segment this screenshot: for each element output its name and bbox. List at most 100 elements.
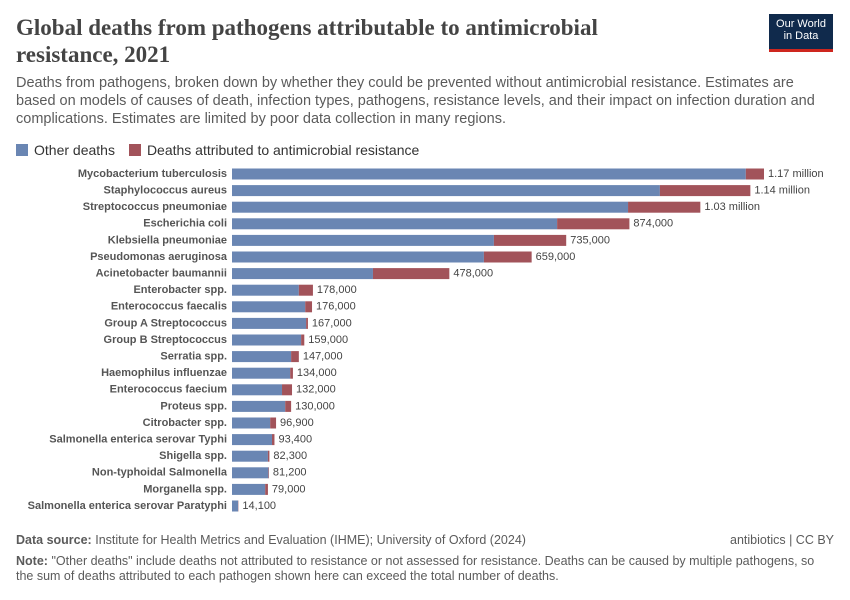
total-label: 478,000	[453, 268, 493, 280]
legend-swatch	[16, 144, 28, 156]
bar-segment	[290, 367, 293, 379]
category-label: Mycobacterium tuberculosis	[78, 168, 227, 180]
bar-segment	[232, 301, 306, 313]
category-label: Enterococcus faecalis	[111, 301, 227, 313]
bar-segment	[232, 384, 283, 396]
chart-subtitle: Deaths from pathogens, broken down by wh…	[16, 75, 815, 127]
logo-text: Our World	[776, 18, 826, 30]
bar-segment	[232, 417, 271, 429]
total-label: 1.14 million	[754, 185, 810, 197]
category-label: Acinetobacter baumannii	[96, 268, 227, 280]
chart: Mycobacterium tuberculosis 1.17 million St…	[28, 168, 824, 512]
bar-segment	[282, 384, 293, 396]
bar-segment	[232, 234, 494, 246]
bar-segment	[493, 234, 567, 246]
bar-segment	[232, 201, 629, 213]
bar-segment	[298, 284, 313, 296]
note-text: "Other deaths" include deaths not attrib…	[16, 554, 815, 583]
total-label: 14,100	[242, 500, 276, 512]
bar-segment	[306, 317, 308, 329]
bar-segment	[232, 218, 558, 230]
source-text: Institute for Health Metrics and Evaluat…	[95, 533, 526, 547]
bar-segment	[232, 500, 239, 512]
category-label: Non-typhoidal Salmonella	[92, 467, 228, 479]
category-label: Group B Streptococcus	[104, 334, 227, 346]
bar-segment	[268, 467, 269, 479]
bar-segment	[745, 168, 764, 180]
total-label: 132,000	[296, 384, 336, 396]
legend-item[interactable]: Deaths attributed to antimicrobial resis…	[128, 142, 420, 158]
total-label: 79,000	[272, 483, 306, 495]
bar-segment	[232, 483, 266, 495]
total-label: 167,000	[312, 317, 352, 329]
total-label: 134,000	[297, 367, 337, 379]
bar-segment	[232, 284, 299, 296]
total-label: 130,000	[295, 400, 335, 412]
total-label: 96,900	[280, 417, 314, 429]
category-label: Citrobacter spp.	[143, 417, 227, 429]
total-label: 147,000	[303, 351, 343, 363]
total-label: 874,000	[633, 218, 673, 230]
legend-label: Other deaths	[34, 142, 115, 158]
category-label: Serratia spp.	[160, 351, 227, 363]
bar-segment	[232, 251, 484, 263]
bar-segment	[483, 251, 532, 263]
total-label: 93,400	[278, 434, 312, 446]
category-label: Escherichia coli	[143, 218, 227, 230]
bar-segment	[372, 268, 450, 280]
total-label: 81,200	[273, 467, 307, 479]
bar-segment	[232, 334, 302, 346]
category-label: Staphylococcus aureus	[104, 185, 228, 197]
legend-item[interactable]: Other deaths	[16, 142, 115, 158]
note-label: Note:	[16, 554, 48, 568]
total-label: 735,000	[570, 234, 610, 246]
bar-segment	[285, 400, 292, 412]
total-label: 1.03 million	[704, 201, 760, 213]
legend-label: Deaths attributed to antimicrobial resis…	[146, 142, 420, 158]
category-label: Morganella spp.	[143, 483, 227, 495]
total-label: 82,300	[273, 450, 307, 462]
bar-segment	[232, 185, 660, 197]
total-label: 659,000	[536, 251, 576, 263]
category-label: Salmonella enterica serovar Typhi	[49, 434, 227, 446]
source: Data source: Institute for Health Metric…	[16, 533, 834, 548]
note: Note: "Other deaths" include deaths not …	[16, 554, 834, 584]
bar-segment	[232, 351, 292, 363]
category-label: Proteus spp.	[160, 400, 227, 412]
bar-segment	[232, 268, 373, 280]
bar-segment	[557, 218, 630, 230]
total-label: 1.17 million	[768, 168, 824, 180]
logo[interactable]: Our World in Data	[769, 14, 833, 52]
category-label: Klebsiella pneumoniae	[108, 234, 227, 246]
bar-segment	[628, 201, 701, 213]
bar-segment	[232, 400, 286, 412]
chart-title: Global deaths from pathogens attributabl…	[16, 15, 598, 67]
bar-segment	[265, 483, 268, 495]
category-label: Pseudomonas aeruginosa	[90, 251, 228, 263]
category-label: Group A Streptococcus	[104, 317, 227, 329]
bar-segment	[270, 417, 277, 429]
category-label: Streptococcus pneumoniae	[83, 201, 227, 213]
logo-text: in Data	[783, 30, 819, 42]
total-label: 159,000	[308, 334, 348, 346]
total-label: 178,000	[317, 284, 357, 296]
bar-segment	[232, 434, 273, 446]
total-label: 176,000	[316, 301, 356, 313]
bar-segment	[301, 334, 305, 346]
bar-segment	[232, 367, 291, 379]
bar-segment	[267, 450, 270, 462]
bar-segment	[291, 351, 299, 363]
license[interactable]: antibiotics | CC BY	[730, 533, 834, 547]
bar-segment	[232, 450, 268, 462]
legend: Other deaths Deaths attributed to antimic…	[16, 142, 419, 158]
bar-segment	[232, 317, 307, 329]
category-label: Salmonella enterica serovar Paratyphi	[28, 500, 227, 512]
bar-segment	[659, 185, 751, 197]
bar-segment	[272, 434, 275, 446]
category-label: Enterococcus faecium	[110, 384, 228, 396]
legend-swatch	[128, 144, 141, 156]
bar-segment	[305, 301, 313, 313]
category-label: Shigella spp.	[159, 450, 227, 462]
category-label: Enterobacter spp.	[133, 284, 227, 296]
